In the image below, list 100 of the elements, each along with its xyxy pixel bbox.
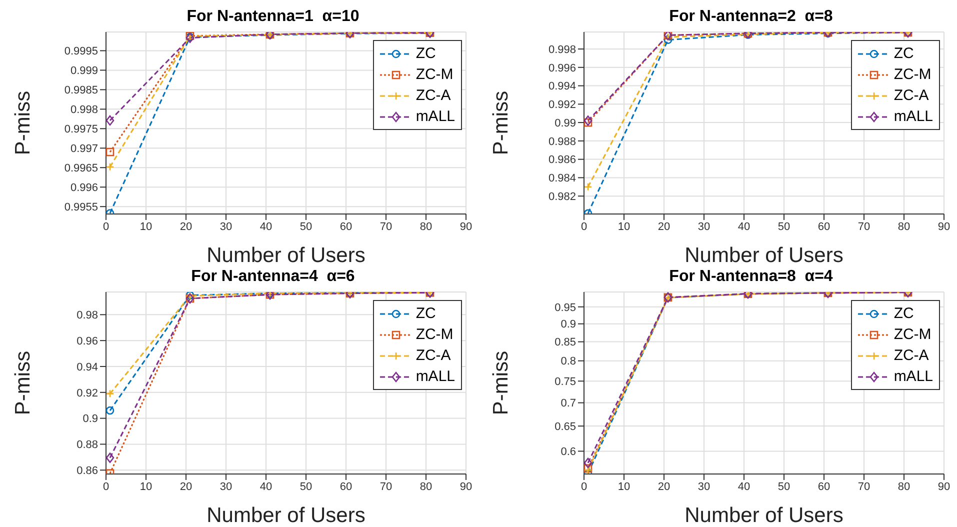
x-tick-label: 80 (898, 220, 910, 233)
y-tick-label: 0.992 (548, 99, 576, 112)
chart-title: For N-antenna=1 α=10 (186, 8, 360, 27)
x-tick-label: 90 (938, 220, 950, 233)
y-axis-title: P-miss (11, 350, 34, 416)
legend-label: mALL (894, 368, 933, 385)
x-tick-label: 30 (698, 480, 710, 493)
x-axis-title: Number of Users (684, 504, 844, 527)
x-tick-label: 50 (300, 480, 312, 493)
y-tick-label: 0.996 (548, 62, 576, 74)
y-tick-label: 0.986 (548, 154, 576, 166)
y-tick-label: 0.7 (560, 398, 576, 410)
y-tick-label: 0.996 (70, 182, 98, 194)
legend-label: mALL (416, 368, 455, 385)
y-axis-title: P-miss (11, 90, 34, 156)
x-tick-label: 10 (618, 220, 630, 233)
y-tick-label: 0.982 (548, 190, 576, 203)
y-tick-label: 0.998 (70, 104, 98, 116)
x-tick-label: 90 (460, 480, 472, 493)
y-tick-label: 0.85 (554, 336, 576, 349)
y-tick-label: 0.997 (70, 143, 98, 156)
y-tick-label: 0.94 (76, 361, 98, 374)
x-tick-label: 40 (738, 480, 750, 493)
y-tick-label: 0.99 (554, 117, 576, 130)
x-tick-label: 40 (260, 220, 272, 233)
x-tick-label: 10 (618, 480, 630, 493)
y-tick-label: 0.98 (76, 310, 98, 322)
x-tick-label: 30 (220, 480, 232, 493)
x-tick-label: 20 (180, 480, 192, 493)
x-tick-label: 40 (738, 220, 750, 233)
x-axis-title: Number of Users (206, 244, 366, 267)
y-tick-label: 0.984 (548, 172, 576, 185)
chart-title: For N-antenna=4 α=6 (190, 268, 356, 287)
y-tick-label: 0.9955 (64, 202, 98, 214)
x-tick-label: 50 (778, 220, 790, 233)
y-tick-label: 0.75 (554, 376, 576, 388)
x-tick-label: 10 (140, 220, 152, 233)
x-tick-label: 70 (380, 480, 392, 493)
y-tick-label: 0.9 (560, 318, 576, 331)
legend-label: mALL (894, 108, 933, 125)
x-tick-label: 50 (778, 480, 790, 493)
y-tick-label: 0.88 (76, 439, 98, 452)
y-tick-label: 0.9985 (64, 84, 98, 97)
legend-label: ZC-M (416, 326, 454, 343)
x-tick-label: 30 (220, 220, 232, 233)
y-tick-label: 0.9975 (64, 124, 98, 136)
x-tick-label: 60 (340, 220, 352, 233)
x-tick-label: 20 (658, 480, 670, 493)
x-tick-label: 80 (420, 480, 432, 493)
y-tick-label: 0.994 (548, 80, 576, 93)
legend-label: ZC (416, 45, 436, 62)
x-tick-label: 50 (300, 220, 312, 233)
chart-title: For N-antenna=2 α=8 (668, 8, 834, 27)
x-tick-label: 0 (580, 220, 588, 233)
x-tick-label: 10 (140, 480, 152, 493)
y-tick-label: 0.9 (82, 413, 98, 426)
y-tick-label: 0.8 (560, 356, 576, 368)
legend-label: ZC-M (894, 326, 932, 343)
x-tick-label: 40 (260, 480, 272, 493)
y-axis-title: P-miss (489, 350, 512, 416)
x-tick-label: 20 (658, 220, 670, 233)
legend-label: ZC-A (894, 347, 929, 364)
x-tick-label: 60 (818, 480, 830, 493)
x-tick-label: 80 (420, 220, 432, 233)
legend-label: ZC (894, 45, 914, 62)
y-tick-label: 0.65 (554, 420, 576, 433)
x-tick-label: 70 (858, 480, 870, 493)
legend-label: ZC-M (894, 66, 932, 83)
x-tick-label: 30 (698, 220, 710, 233)
chart-title: For N-antenna=8 α=4 (668, 268, 834, 287)
x-tick-label: 0 (102, 220, 110, 233)
x-tick-label: 70 (380, 220, 392, 233)
x-axis-title: Number of Users (206, 504, 366, 527)
y-tick-label: 0.9995 (64, 46, 98, 58)
y-tick-label: 0.96 (76, 335, 98, 348)
x-tick-label: 60 (340, 480, 352, 493)
x-tick-label: 0 (580, 480, 588, 493)
legend-label: ZC (416, 305, 436, 322)
y-tick-label: 0.998 (548, 44, 576, 56)
x-tick-label: 60 (818, 220, 830, 233)
x-tick-label: 70 (858, 220, 870, 233)
legend-label: ZC-A (416, 347, 451, 364)
y-tick-label: 0.92 (76, 387, 98, 400)
legend-label: ZC-M (416, 66, 454, 83)
y-tick-label: 0.9965 (64, 162, 98, 175)
x-tick-label: 90 (938, 480, 950, 493)
legend-label: ZC-A (416, 87, 451, 104)
y-tick-label: 0.6 (560, 446, 576, 458)
y-tick-label: 0.999 (70, 65, 98, 78)
y-tick-label: 0.988 (548, 136, 576, 148)
x-tick-label: 80 (898, 480, 910, 493)
x-tick-label: 20 (180, 220, 192, 233)
y-tick-label: 0.95 (554, 302, 576, 314)
y-axis-title: P-miss (489, 90, 512, 156)
x-tick-label: 0 (102, 480, 110, 493)
y-tick-label: 0.86 (76, 465, 98, 478)
x-axis-title: Number of Users (684, 244, 844, 267)
legend-label: ZC-A (894, 87, 929, 104)
legend-label: ZC (894, 305, 914, 322)
legend-label: mALL (416, 108, 455, 125)
